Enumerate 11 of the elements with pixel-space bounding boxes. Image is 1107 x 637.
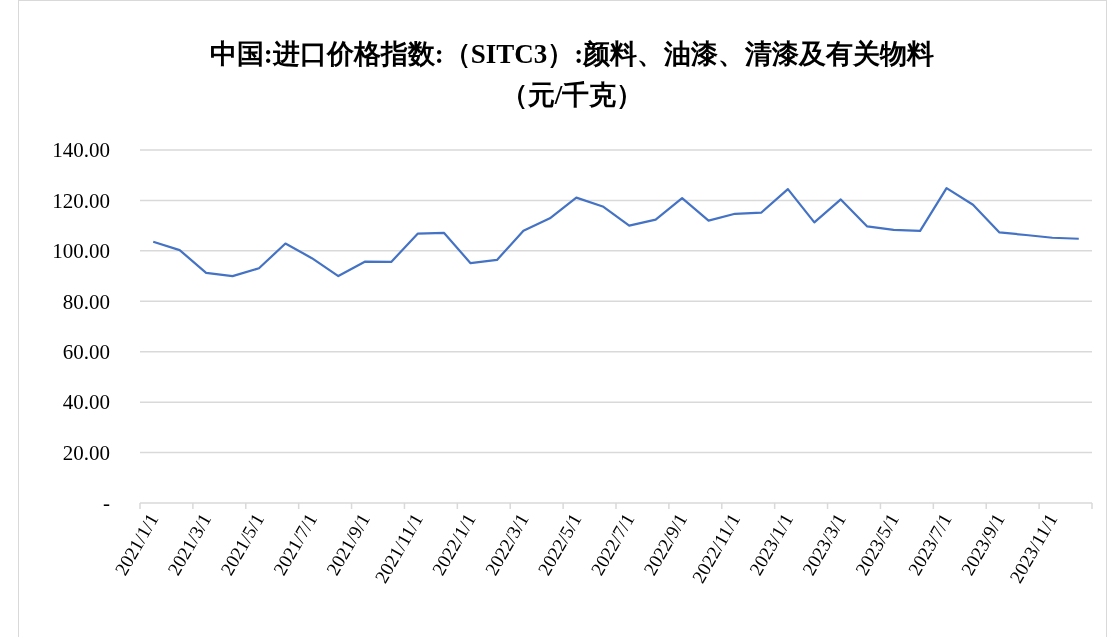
y-tick-label: 140.00 <box>52 138 110 163</box>
y-tick-label: 60.00 <box>62 340 110 365</box>
chart-title: 中国:进口价格指数:（SITC3）:颜料、油漆、清漆及有关物料 <box>209 39 935 69</box>
y-tick-label: 40.00 <box>62 390 110 415</box>
y-tick-label: - <box>103 491 110 516</box>
y-tick-label: 120.00 <box>52 188 110 213</box>
y-tick-label: 100.00 <box>52 239 110 264</box>
y-tick-label: 20.00 <box>62 440 110 465</box>
chart-subtitle: （元/千克） <box>500 80 644 110</box>
line-series <box>152 186 1080 278</box>
y-tick-label: 80.00 <box>62 289 110 314</box>
